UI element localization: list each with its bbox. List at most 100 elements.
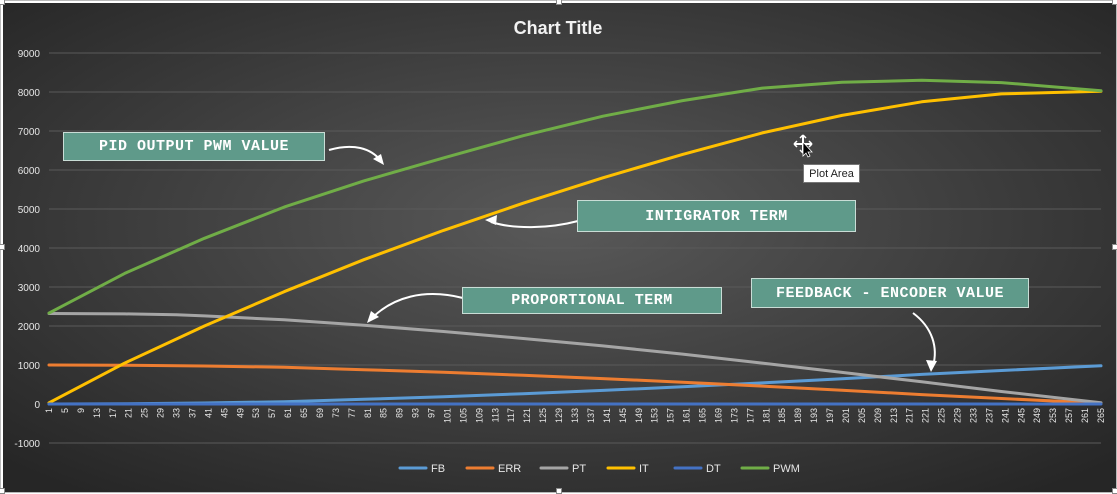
plot-series[interactable]	[47, 78, 1103, 406]
x-tick-label: 77	[347, 408, 357, 418]
x-tick-label: 97	[427, 408, 437, 418]
x-tick-label: 53	[251, 408, 261, 418]
x-tick-label: 113	[490, 408, 500, 422]
x-tick-label: 229	[953, 408, 963, 423]
x-tick-label: 157	[666, 408, 676, 423]
x-tick-label: 189	[793, 408, 803, 423]
x-tick-label: 137	[586, 408, 596, 423]
legend-label-dt: DT	[706, 463, 721, 475]
x-tick-label: 33	[172, 408, 182, 418]
x-tick-label: 25	[140, 408, 150, 418]
chart-svg[interactable]: Chart Title -1000 0 1000 2000 3000 4000 5000 60…	[3, 3, 1116, 492]
x-axis: 1 5 9 13 17 21 25 29 33 37 41 45 49 53 57 61 65 69 73 77 81 8…	[44, 408, 1106, 423]
resize-handle-tl[interactable]	[0, 0, 5, 5]
x-tick-label: 177	[745, 408, 755, 423]
series-line-pt	[47, 312, 1103, 405]
chart-title: Chart Title	[514, 18, 603, 38]
arrow-integrator	[490, 220, 579, 229]
callout-feedback: FEEDBACK - ENCODER VALUE	[751, 278, 1029, 308]
x-tick-label: 121	[522, 408, 532, 423]
legend-label-pt: PT	[572, 463, 586, 475]
x-tick-label: 21	[124, 408, 134, 418]
x-tick-label: 213	[889, 408, 899, 423]
series-line-pwm	[47, 78, 1103, 315]
x-tick-label: 1	[44, 408, 54, 413]
y-tick-label: 6000	[18, 166, 41, 177]
x-tick-label: 193	[809, 408, 819, 423]
x-tick-label: 129	[554, 408, 564, 423]
arrowhead-proportional	[367, 311, 379, 323]
x-tick-label: 221	[921, 408, 931, 423]
arrow-proportional	[372, 293, 464, 318]
x-tick-label: 173	[729, 408, 739, 423]
x-tick-label: 45	[219, 408, 229, 418]
x-tick-label: 161	[682, 408, 692, 423]
x-tick-label: 9	[76, 408, 86, 413]
x-tick-label: 101	[442, 408, 452, 423]
y-tick-label: 4000	[18, 244, 41, 255]
x-tick-label: 133	[570, 408, 580, 423]
x-tick-label: 49	[235, 408, 245, 418]
y-tick-label: -1000	[14, 439, 40, 450]
resize-handle-tr[interactable]	[1112, 0, 1117, 5]
y-tick-label: 2000	[18, 322, 41, 333]
resize-handle-bc[interactable]	[556, 488, 562, 494]
x-tick-label: 261	[1080, 408, 1090, 423]
callout-integrator: INTIGRATOR TERM	[577, 200, 856, 232]
move-cursor-icon	[793, 134, 813, 158]
resize-handle-tc[interactable]	[556, 0, 562, 5]
y-tick-label: 9000	[18, 49, 41, 60]
x-tick-label: 61	[283, 408, 293, 418]
x-tick-label: 205	[857, 408, 867, 423]
y-tick-label: 0	[34, 400, 40, 411]
x-tick-label: 181	[761, 408, 771, 423]
series-line-it	[47, 89, 1103, 405]
plot-area-tooltip: Plot Area	[803, 164, 860, 183]
resize-handle-mr[interactable]	[1112, 244, 1117, 250]
arrowhead-feedback	[926, 360, 937, 372]
resize-handle-bl[interactable]	[0, 488, 5, 494]
x-tick-label: 217	[905, 408, 915, 423]
x-tick-label: 29	[156, 408, 166, 418]
x-tick-label: 41	[203, 408, 213, 418]
resize-handle-br[interactable]	[1112, 488, 1117, 494]
legend-label-it: IT	[639, 463, 649, 475]
x-tick-label: 225	[937, 408, 947, 423]
x-tick-label: 249	[1032, 408, 1042, 423]
x-tick-label: 73	[331, 408, 341, 418]
x-tick-label: 145	[618, 408, 628, 423]
arrowhead-integrator	[485, 215, 497, 225]
x-tick-label: 37	[187, 408, 197, 418]
x-tick-label: 153	[650, 408, 660, 423]
callout-pwm: PID OUTPUT PWM VALUE	[63, 132, 325, 161]
legend-label-fb: FB	[431, 463, 445, 475]
y-axis: -1000 0 1000 2000 3000 4000 5000 6000 7000 8000 90…	[14, 49, 40, 450]
x-tick-label: 185	[777, 408, 787, 423]
y-tick-label: 5000	[18, 205, 41, 216]
x-tick-label: 233	[968, 408, 978, 423]
x-tick-label: 265	[1096, 408, 1106, 423]
x-tick-label: 149	[634, 408, 644, 423]
series-line-err	[47, 363, 1103, 405]
x-tick-label: 141	[602, 408, 612, 423]
legend[interactable]: FB ERR PT IT DT PWM	[398, 463, 800, 475]
x-tick-label: 197	[825, 408, 835, 423]
x-tick-label: 117	[506, 408, 516, 422]
y-tick-label: 7000	[18, 127, 41, 138]
legend-label-err: ERR	[498, 463, 521, 475]
x-tick-label: 89	[395, 408, 405, 418]
legend-label-pwm: PWM	[773, 463, 800, 475]
x-tick-label: 237	[984, 408, 994, 423]
arrowhead-pwm	[373, 154, 384, 165]
x-tick-label: 81	[363, 408, 373, 418]
x-tick-label: 93	[411, 408, 421, 418]
resize-handle-ml[interactable]	[0, 244, 5, 250]
x-tick-label: 109	[474, 408, 484, 423]
x-tick-label: 257	[1064, 408, 1074, 423]
x-tick-label: 65	[299, 408, 309, 418]
callout-arrowheads	[367, 154, 937, 372]
x-tick-label: 69	[315, 408, 325, 418]
x-tick-label: 5	[60, 408, 70, 413]
y-tick-label: 1000	[18, 361, 41, 372]
